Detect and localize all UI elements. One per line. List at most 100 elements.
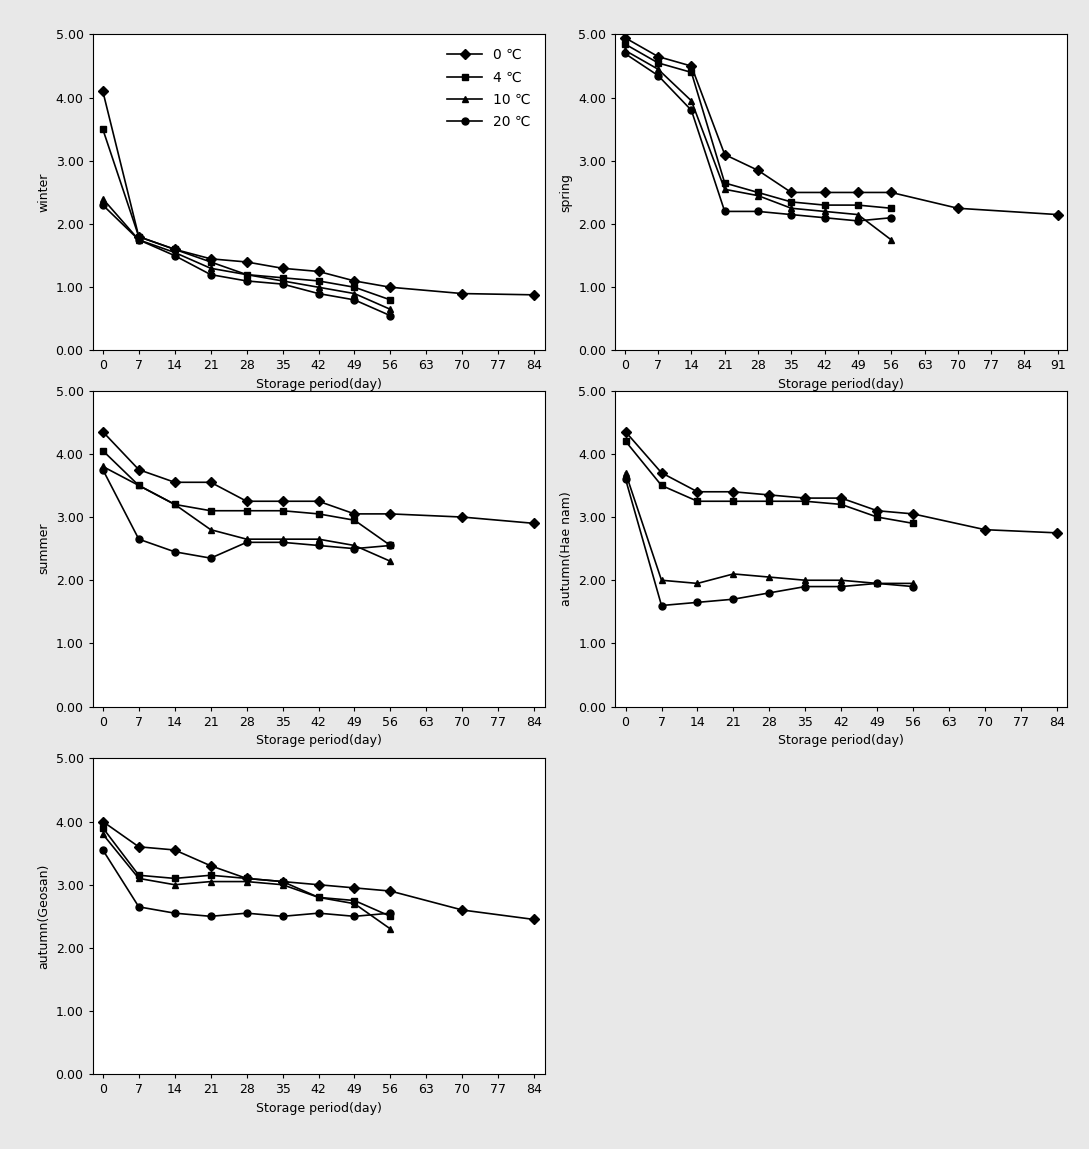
20 ℃ — [751, 205, 764, 218]
20 ℃ — [884, 211, 897, 225]
10 ℃ — [384, 302, 397, 316]
10 ℃ — [785, 201, 798, 215]
10 ℃ — [168, 246, 181, 260]
Y-axis label: winter: winter — [37, 172, 50, 213]
10 ℃ — [132, 233, 145, 247]
20 ℃ — [852, 214, 865, 228]
0 ℃ — [835, 492, 848, 506]
10 ℃ — [654, 573, 668, 587]
10 ℃ — [651, 62, 664, 76]
4 ℃ — [132, 478, 145, 492]
10 ℃ — [690, 577, 703, 591]
20 ℃ — [384, 539, 397, 553]
Line: 0 ℃: 0 ℃ — [99, 818, 538, 923]
20 ℃ — [654, 599, 668, 612]
10 ℃ — [852, 208, 865, 222]
X-axis label: Storage period(day): Storage period(day) — [256, 734, 381, 747]
0 ℃ — [726, 485, 739, 499]
4 ℃ — [313, 275, 326, 288]
Y-axis label: summer: summer — [37, 523, 50, 574]
10 ℃ — [96, 827, 109, 841]
0 ℃ — [619, 31, 632, 45]
0 ℃ — [952, 201, 965, 215]
Line: 0 ℃: 0 ℃ — [622, 34, 1061, 218]
10 ℃ — [240, 532, 253, 546]
20 ℃ — [168, 907, 181, 920]
20 ℃ — [313, 287, 326, 301]
20 ℃ — [204, 552, 217, 565]
0 ℃ — [96, 425, 109, 439]
20 ℃ — [276, 277, 289, 291]
20 ℃ — [168, 249, 181, 263]
20 ℃ — [619, 472, 632, 486]
0 ℃ — [313, 878, 326, 892]
20 ℃ — [240, 535, 253, 549]
0 ℃ — [456, 287, 469, 301]
4 ℃ — [619, 37, 632, 51]
4 ℃ — [751, 185, 764, 200]
Line: 10 ℃: 10 ℃ — [622, 47, 895, 244]
10 ℃ — [762, 570, 775, 584]
10 ℃ — [276, 532, 289, 546]
0 ℃ — [168, 843, 181, 857]
Line: 4 ℃: 4 ℃ — [622, 438, 917, 527]
4 ℃ — [240, 268, 253, 282]
Line: 20 ℃: 20 ℃ — [99, 466, 394, 562]
Line: 10 ℃: 10 ℃ — [99, 463, 394, 565]
4 ℃ — [313, 890, 326, 904]
20 ℃ — [96, 199, 109, 213]
4 ℃ — [168, 242, 181, 256]
0 ℃ — [690, 485, 703, 499]
10 ℃ — [313, 280, 326, 294]
0 ℃ — [871, 503, 884, 517]
4 ℃ — [384, 293, 397, 307]
4 ℃ — [204, 503, 217, 517]
10 ℃ — [384, 554, 397, 568]
4 ℃ — [785, 195, 798, 209]
4 ℃ — [132, 869, 145, 882]
0 ℃ — [1051, 526, 1064, 540]
Line: 10 ℃: 10 ℃ — [99, 831, 394, 933]
4 ℃ — [348, 280, 362, 294]
20 ℃ — [685, 103, 698, 117]
4 ℃ — [96, 444, 109, 457]
4 ℃ — [96, 820, 109, 834]
4 ℃ — [384, 539, 397, 553]
4 ℃ — [204, 869, 217, 882]
10 ℃ — [313, 532, 326, 546]
0 ℃ — [907, 507, 920, 520]
10 ℃ — [685, 94, 698, 108]
X-axis label: Storage period(day): Storage period(day) — [779, 734, 904, 747]
0 ℃ — [313, 494, 326, 508]
20 ℃ — [726, 593, 739, 607]
Line: 0 ℃: 0 ℃ — [99, 87, 538, 299]
10 ℃ — [276, 878, 289, 892]
4 ℃ — [132, 230, 145, 244]
20 ℃ — [907, 579, 920, 593]
0 ℃ — [240, 494, 253, 508]
20 ℃ — [313, 539, 326, 553]
0 ℃ — [384, 280, 397, 294]
10 ℃ — [96, 192, 109, 206]
10 ℃ — [818, 205, 831, 218]
0 ℃ — [718, 148, 731, 162]
4 ℃ — [348, 514, 362, 527]
10 ℃ — [204, 262, 217, 276]
Line: 4 ℃: 4 ℃ — [99, 824, 394, 920]
10 ℃ — [884, 233, 897, 247]
10 ℃ — [619, 44, 632, 57]
4 ℃ — [240, 503, 253, 517]
20 ℃ — [132, 532, 145, 546]
0 ℃ — [276, 874, 289, 888]
20 ℃ — [132, 233, 145, 247]
Y-axis label: autumn(Geosan): autumn(Geosan) — [37, 864, 50, 969]
4 ℃ — [726, 494, 739, 508]
Line: 20 ℃: 20 ℃ — [622, 49, 895, 224]
X-axis label: Storage period(day): Storage period(day) — [256, 1102, 381, 1115]
0 ℃ — [276, 494, 289, 508]
10 ℃ — [132, 871, 145, 885]
0 ℃ — [1051, 208, 1064, 222]
Line: 10 ℃: 10 ℃ — [99, 195, 394, 313]
10 ℃ — [132, 478, 145, 492]
4 ℃ — [96, 123, 109, 137]
